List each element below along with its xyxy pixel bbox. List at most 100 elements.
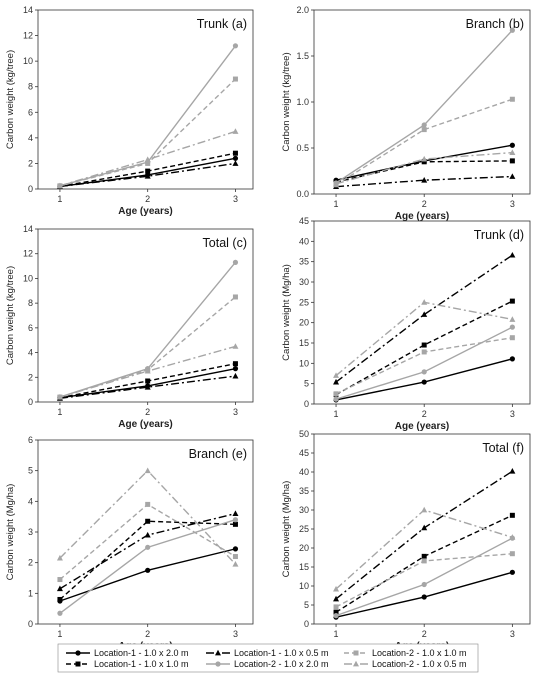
data-point [421,553,427,559]
data-point [333,595,340,602]
data-point [509,512,515,518]
legend-label: Location-2 - 1.0 x 0.5 m [372,659,467,669]
legend-marker [353,650,359,656]
chart-panel-b: 0.0 0.5 1.0 1.5 2.0 1 2 3 Age (years) Carbon weig… [281,5,531,222]
y-tick-label: 12 [23,31,33,41]
y-tick-label: 6 [28,323,33,333]
y-tick-label: 5 [28,466,33,476]
data-point [333,378,340,385]
y-tick-label: 8 [28,298,33,308]
x-tick-label: 2 [422,629,427,639]
data-point [333,585,340,592]
data-point [144,367,151,374]
y-tick-label: 5 [304,379,309,389]
x-tick-label: 1 [57,194,62,204]
series-4 [333,535,515,619]
data-point [509,298,515,304]
series-4 [57,517,239,616]
legend-marker [353,660,359,667]
data-point [232,294,238,300]
data-point [232,150,238,156]
data-point [421,299,428,305]
y-tick-label: 0.0 [296,189,309,199]
data-point [421,342,427,348]
series-line [335,254,513,383]
data-point [509,142,515,148]
data-point [232,546,239,552]
data-point [144,383,151,390]
legend-label: Location-1 - 1.0 x 0.5 m [234,648,329,658]
series-5 [333,96,515,188]
x-axis-label: Age (years) [118,206,172,217]
data-point [509,468,516,474]
data-point [232,43,239,49]
y-tick-label: 0 [304,619,309,629]
x-axis-label: Age (years) [395,421,449,432]
y-tick-label: 35 [299,486,309,496]
y-tick-label: 6 [28,107,33,117]
y-tick-label: 20 [299,318,309,328]
panel-title: Branch (b) [466,17,524,31]
legend-marker [75,650,81,656]
data-point [232,128,239,134]
series-line [335,358,513,401]
y-axis-label: Carbon weight (Mg/ha) [281,264,292,361]
y-tick-label: 15 [299,338,309,348]
series-3 [333,468,516,602]
plot-frame [37,228,254,403]
data-point [145,544,151,550]
data-point [509,251,516,258]
panel-title: Total (f) [482,441,524,455]
series-3 [56,510,239,592]
y-axis-label: Carbon weight (kg/tree) [5,266,16,365]
data-point [56,585,63,592]
y-tick-label: 0 [28,184,33,194]
legend-marker [75,661,81,667]
y-tick-label: 4 [28,133,33,143]
x-tick-label: 1 [57,629,62,639]
data-point [232,160,239,166]
data-point [333,396,339,402]
data-point [509,96,515,102]
series-line [335,326,513,400]
data-point [421,581,427,588]
series-line [59,261,236,398]
x-tick-label: 2 [422,409,427,419]
legend-marker [215,649,221,656]
series-line [335,98,513,186]
x-tick-label: 3 [233,629,238,639]
data-point [57,577,63,583]
series-6 [56,343,239,400]
x-tick-label: 1 [334,409,339,419]
legend-item: Location-1 - 1.0 x 2.0 m [66,648,189,658]
data-point [421,127,427,133]
data-point [232,521,238,527]
data-point [232,366,239,372]
data-point [232,561,239,567]
panel-title: Trunk (a) [197,17,247,31]
y-tick-label: 4 [28,496,33,506]
y-tick-label: 0 [28,397,33,407]
data-point [509,551,515,557]
y-tick-label: 10 [23,273,33,283]
data-point [509,324,515,330]
data-point [509,158,515,164]
data-point [145,168,151,174]
series-line [59,375,236,399]
data-point [509,335,515,341]
series-4 [333,324,515,402]
y-tick-label: 40 [299,467,309,477]
legend-item: Location-1 - 1.0 x 1.0 m [66,659,189,669]
data-point [421,122,427,128]
y-tick-label: 0 [28,619,33,629]
y-tick-label: 3 [28,527,33,537]
series-line [59,469,236,565]
x-tick-label: 3 [233,407,238,417]
series-3 [333,173,516,190]
data-point [421,159,427,165]
series-6 [56,128,239,189]
legend-item: Location-2 - 1.0 x 1.0 m [344,648,467,658]
y-tick-label: 45 [299,448,309,458]
legend-box [57,643,479,673]
x-tick-label: 1 [57,407,62,417]
